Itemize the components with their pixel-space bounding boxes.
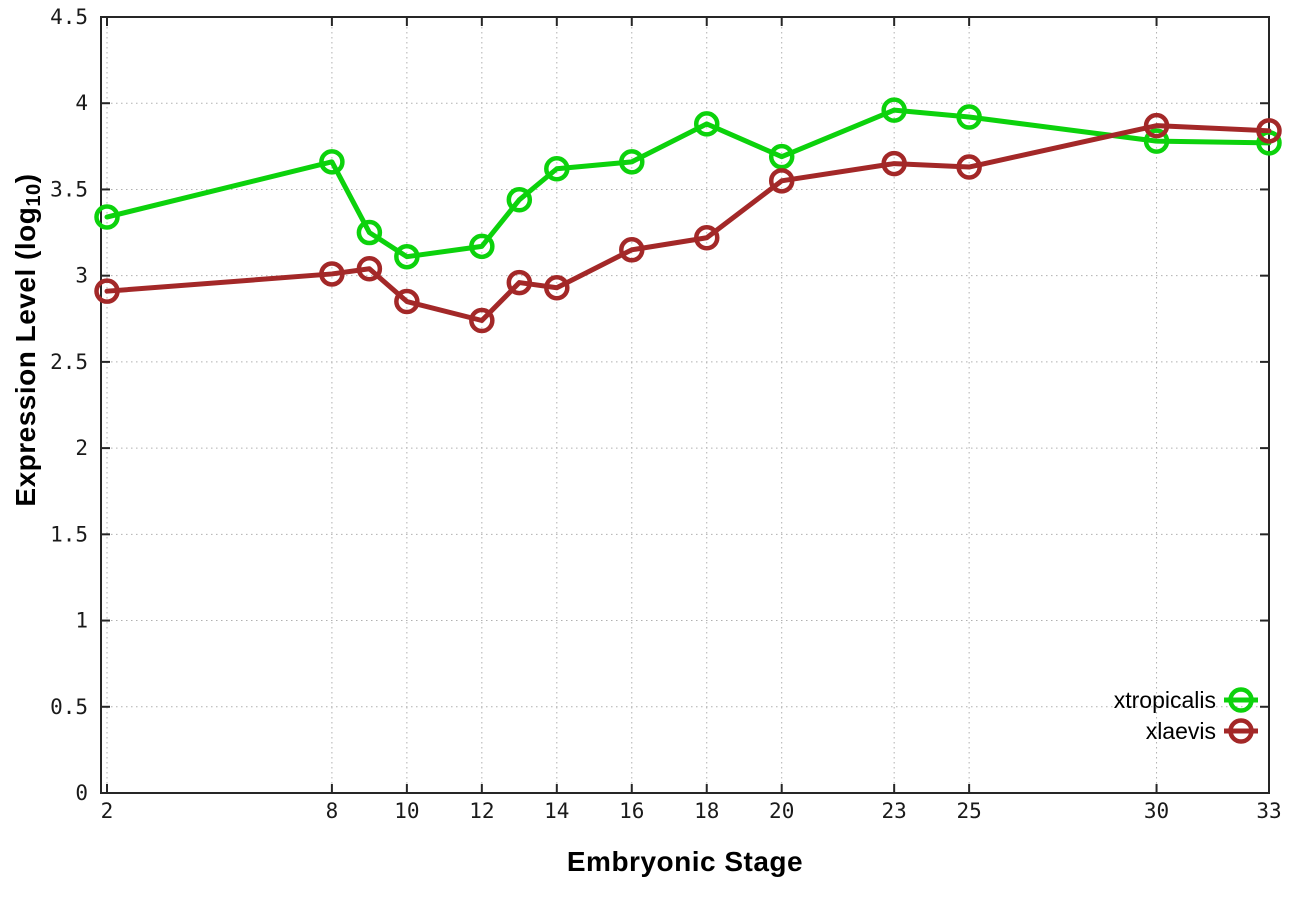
x-tick-label-12: 12: [469, 799, 494, 823]
data-point-xlaevis-stage-33: [1256, 118, 1282, 144]
x-tick-label-18: 18: [694, 799, 719, 823]
y-axis-title-text: Expression Level (log: [10, 206, 41, 507]
y-tick-label-2.5: 2.5: [50, 350, 88, 374]
data-point-xlaevis-stage-14: [544, 274, 570, 301]
data-point-xtropicalis-stage-20: [768, 143, 795, 170]
data-point-xlaevis-stage-9: [356, 256, 383, 282]
x-tick-label-8: 8: [326, 799, 339, 823]
data-point-xlaevis-stage-25: [956, 154, 982, 180]
series-xtropicalis: [94, 97, 1282, 270]
x-tick-labels: 2 8 10 12 14 16 18 20 23 25 30 33: [101, 799, 1282, 823]
y-tick-label-0.5: 0.5: [50, 695, 88, 719]
x-tick-label-16: 16: [619, 799, 644, 823]
y-tick-label-3.5: 3.5: [50, 177, 88, 201]
legend-item-xlaevis: xlaevis: [1146, 718, 1258, 744]
series-line-xtropicalis: [104, 107, 1272, 260]
data-point-xlaevis-stage-13: [506, 269, 533, 296]
data-point-xlaevis-stage-8: [319, 261, 345, 287]
y-tick-label-1: 1: [75, 609, 88, 633]
data-point-xtropicalis-stage-18: [693, 111, 720, 137]
legend-sample-marker-xtropicalis: [1228, 687, 1254, 713]
y-axis-title-subscript: 10: [23, 183, 46, 207]
y-tick-label-3: 3: [75, 264, 88, 288]
x-tick-label-20: 20: [769, 799, 794, 823]
legend-item-xtropicalis: xtropicalis: [1114, 687, 1258, 713]
data-point-xlaevis-stage-30: [1143, 112, 1170, 139]
data-point-xtropicalis-stage-8: [319, 149, 345, 175]
y-axis-title-suffix: ): [10, 173, 41, 184]
y-tick-label-2: 2: [75, 436, 88, 460]
data-point-xtropicalis-stage-13: [506, 187, 533, 213]
series-line-xlaevis: [104, 123, 1272, 324]
data-point-xtropicalis-stage-12: [469, 233, 495, 260]
data-point-xlaevis-stage-16: [619, 237, 645, 263]
legend-label-xtropicalis: xtropicalis: [1114, 687, 1216, 713]
x-tick-label-33: 33: [1256, 799, 1281, 823]
data-point-xtropicalis-stage-25: [956, 104, 982, 130]
data-point-xlaevis-stage-10: [394, 288, 420, 315]
x-tick-label-10: 10: [394, 799, 419, 823]
data-point-xlaevis-stage-23: [881, 150, 907, 177]
data-point-xlaevis-stage-2: [94, 278, 120, 304]
legend: xtropicalis xlaevis: [1114, 687, 1258, 744]
data-point-xtropicalis-stage-23: [881, 97, 907, 123]
data-point-xtropicalis-stage-2: [94, 204, 120, 230]
data-point-xtropicalis-stage-10: [394, 243, 420, 270]
data-point-xtropicalis-stage-30: [1143, 128, 1170, 154]
y-tick-labels: 0 0.5 1 1.5 2 2.5 3 3.5 4 4.5: [50, 5, 88, 805]
legend-sample-marker-xlaevis: [1228, 718, 1254, 744]
y-tick-label-0: 0: [75, 781, 88, 805]
legend-label-xlaevis: xlaevis: [1146, 718, 1216, 744]
x-tick-label-2: 2: [101, 799, 114, 823]
series-xlaevis: [94, 112, 1282, 334]
data-point-xtropicalis-stage-16: [619, 149, 645, 175]
x-tick-label-25: 25: [956, 799, 981, 823]
x-tick-label-14: 14: [544, 799, 569, 823]
x-axis-title: Embryonic Stage: [566, 846, 804, 877]
y-tick-label-4.5: 4.5: [50, 5, 88, 29]
y-axis-title: Expression Level (log10): [10, 80, 46, 600]
data-point-xtropicalis-stage-14: [544, 156, 570, 182]
plot-border: [100, 16, 1270, 794]
tick-marks: [101, 16, 1270, 794]
data-point-xtropicalis-stage-9: [356, 219, 383, 246]
y-tick-label-1.5: 1.5: [50, 522, 88, 546]
x-tick-label-23: 23: [882, 799, 907, 823]
data-point-xlaevis-stage-18: [693, 224, 720, 251]
data-point-xlaevis-stage-20: [768, 168, 795, 194]
data-point-xlaevis-stage-12: [469, 307, 495, 334]
y-tick-label-4: 4: [75, 91, 88, 115]
x-tick-label-30: 30: [1144, 799, 1169, 823]
